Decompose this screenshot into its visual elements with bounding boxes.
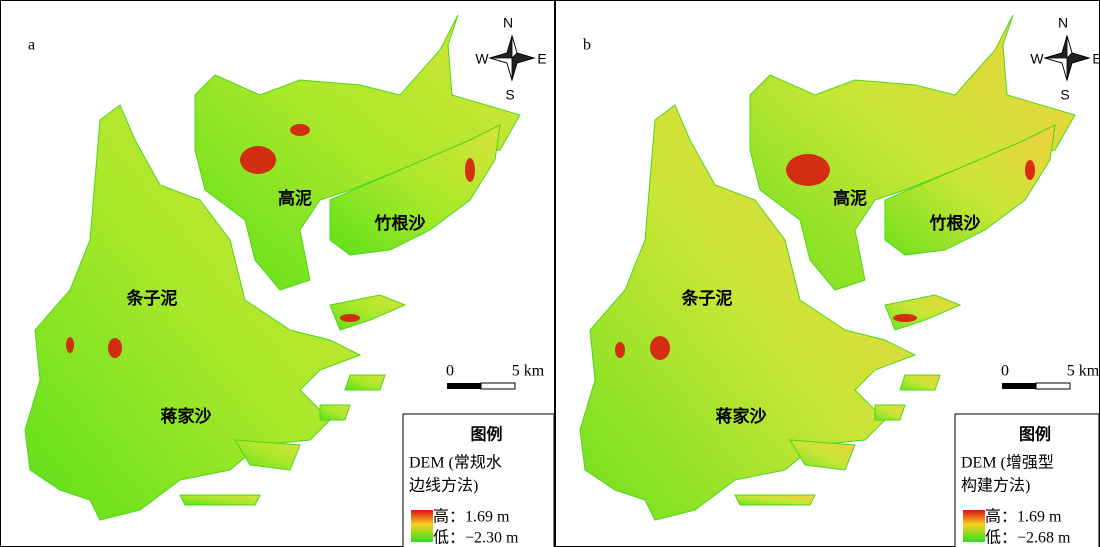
scale-bar	[447, 383, 481, 389]
high-elevation	[108, 338, 122, 358]
compass-n: N	[503, 15, 513, 31]
land	[875, 405, 905, 420]
scale-bar	[1036, 383, 1070, 389]
scale-zero: 0	[446, 363, 454, 380]
high-elevation	[240, 146, 276, 174]
compass-n: N	[1058, 15, 1068, 31]
land	[735, 495, 815, 505]
high-elevation	[650, 336, 670, 360]
scale-bar	[1002, 383, 1036, 389]
place-name: 竹根沙	[929, 213, 981, 233]
place-name: 竹根沙	[374, 213, 426, 233]
land	[345, 375, 385, 390]
place-name: 高泥	[833, 188, 867, 208]
legend-name: 构建方法)	[961, 477, 1030, 495]
scale-distance: 5 km	[1067, 363, 1100, 380]
place-name: 蒋家沙	[161, 406, 212, 426]
compass-s: S	[505, 87, 514, 103]
legend-low: 低：−2.30 m	[433, 529, 519, 547]
land	[180, 495, 260, 505]
scale-bar	[481, 383, 515, 389]
legend-low: 低：−2.68 m	[985, 529, 1071, 547]
legend-ramp	[963, 510, 985, 542]
high-elevation	[1025, 160, 1035, 180]
compass-s: S	[1060, 87, 1069, 103]
high-elevation	[615, 342, 625, 358]
high-elevation	[290, 124, 310, 136]
legend-name: 边线方法)	[409, 477, 478, 495]
legend-name: DEM (增强型	[961, 454, 1054, 472]
panel-label: b	[583, 37, 591, 54]
place-name: 条子泥	[126, 288, 178, 308]
land	[900, 375, 940, 390]
legend-title: 图例	[1019, 425, 1051, 444]
compass-w: W	[1030, 51, 1044, 67]
high-elevation	[340, 314, 360, 322]
scale-zero: 0	[1001, 363, 1009, 380]
compass-e: E	[537, 51, 546, 67]
high-elevation	[66, 337, 74, 353]
legend-title: 图例	[470, 425, 502, 444]
legend-name: DEM (常规水	[409, 454, 502, 472]
place-name: 条子泥	[681, 288, 733, 308]
legend-ramp	[411, 510, 433, 542]
high-elevation	[465, 158, 475, 182]
legend-high: 高：1.69 m	[985, 508, 1062, 526]
legend-high: 高：1.69 m	[433, 508, 510, 526]
high-elevation	[786, 154, 830, 186]
compass-e: E	[1092, 51, 1100, 67]
compass-w: W	[475, 51, 489, 67]
place-name: 蒋家沙	[716, 406, 767, 426]
land	[320, 405, 350, 420]
scale-distance: 5 km	[512, 363, 545, 380]
high-elevation	[893, 314, 917, 322]
panel-label: a	[28, 37, 35, 54]
figure: a N S W E 高泥竹根沙条子泥蒋家沙 0 5 km 图例 DEM (常规水边线方法) 高：1.…	[0, 0, 1100, 547]
place-name: 高泥	[278, 188, 312, 208]
